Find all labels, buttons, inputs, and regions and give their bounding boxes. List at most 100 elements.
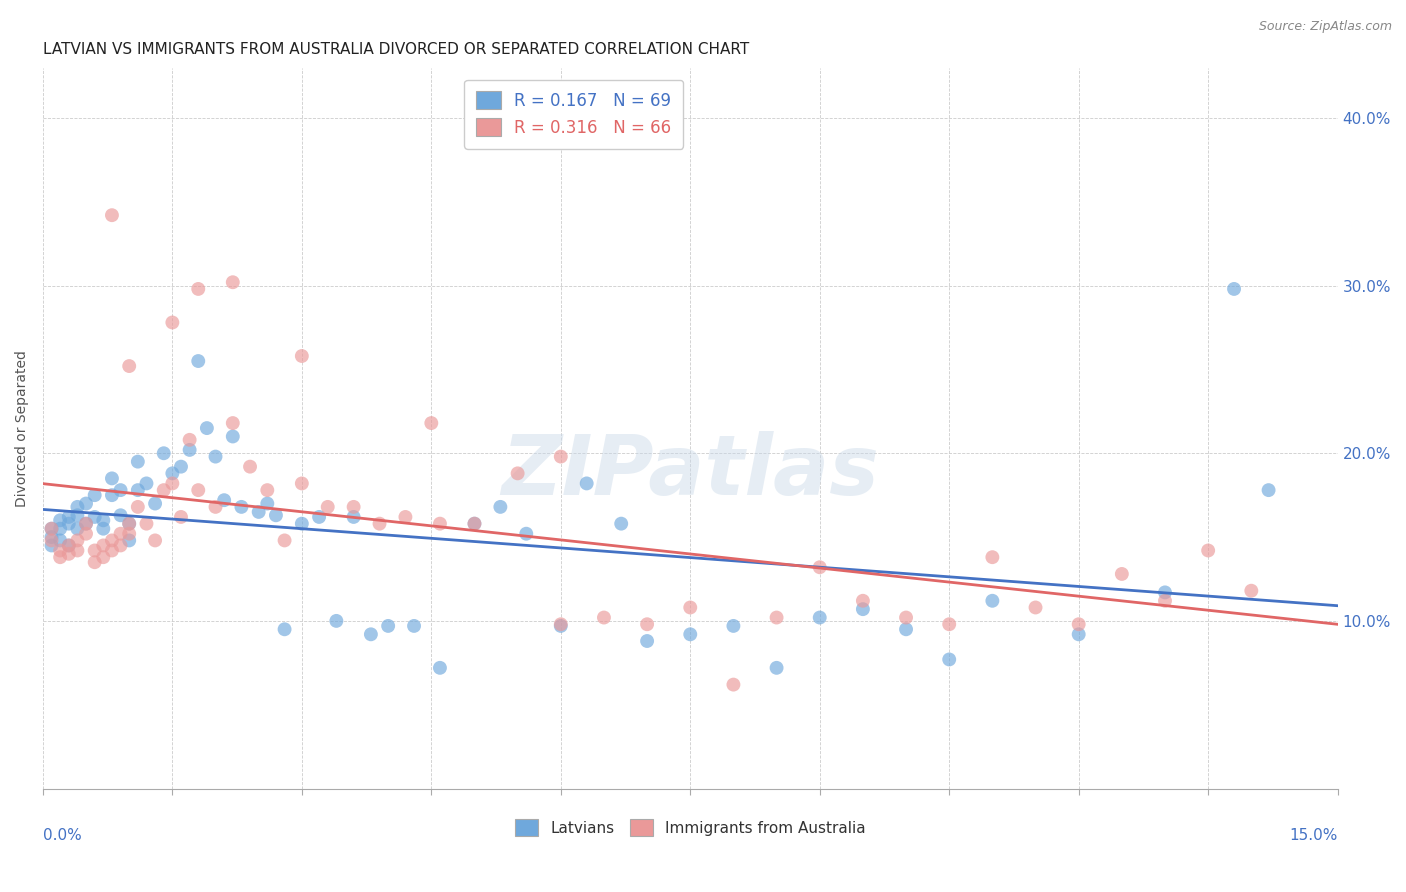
- Point: [273, 622, 295, 636]
- Point: [1154, 594, 1177, 608]
- Point: [101, 488, 124, 502]
- Point: [765, 661, 787, 675]
- Point: [101, 533, 124, 548]
- Point: [808, 610, 831, 624]
- Point: [1154, 585, 1177, 599]
- Point: [636, 617, 658, 632]
- Point: [402, 619, 425, 633]
- Point: [58, 510, 80, 524]
- Point: [489, 500, 512, 514]
- Point: [49, 550, 72, 565]
- Point: [66, 543, 89, 558]
- Point: [49, 543, 72, 558]
- Point: [550, 450, 572, 464]
- Point: [429, 516, 451, 531]
- Point: [83, 510, 105, 524]
- Point: [506, 467, 529, 481]
- Point: [41, 533, 63, 548]
- Point: [679, 627, 702, 641]
- Point: [765, 610, 787, 624]
- Point: [264, 508, 287, 523]
- Point: [291, 476, 314, 491]
- Point: [723, 677, 745, 691]
- Point: [179, 433, 201, 447]
- Point: [343, 500, 366, 514]
- Point: [610, 516, 633, 531]
- Point: [110, 526, 132, 541]
- Point: [808, 560, 831, 574]
- Point: [593, 610, 616, 624]
- Point: [550, 619, 572, 633]
- Point: [66, 533, 89, 548]
- Point: [91, 513, 114, 527]
- Point: [1111, 566, 1133, 581]
- Point: [291, 349, 314, 363]
- Point: [463, 516, 485, 531]
- Point: [75, 516, 97, 531]
- Point: [118, 526, 141, 541]
- Point: [222, 429, 245, 443]
- Point: [170, 510, 193, 524]
- Point: [58, 516, 80, 531]
- Point: [41, 538, 63, 552]
- Point: [894, 610, 917, 624]
- Point: [204, 500, 226, 514]
- Point: [58, 547, 80, 561]
- Text: 0.0%: 0.0%: [44, 828, 82, 843]
- Point: [187, 354, 209, 368]
- Point: [127, 455, 149, 469]
- Point: [429, 661, 451, 675]
- Point: [981, 594, 1004, 608]
- Point: [58, 538, 80, 552]
- Point: [162, 316, 184, 330]
- Point: [187, 483, 209, 497]
- Text: LATVIAN VS IMMIGRANTS FROM AUSTRALIA DIVORCED OR SEPARATED CORRELATION CHART: LATVIAN VS IMMIGRANTS FROM AUSTRALIA DIV…: [44, 42, 749, 57]
- Point: [110, 483, 132, 497]
- Point: [420, 416, 443, 430]
- Point: [66, 508, 89, 523]
- Point: [101, 543, 124, 558]
- Legend: Latvians, Immigrants from Australia: Latvians, Immigrants from Australia: [509, 814, 872, 842]
- Point: [636, 634, 658, 648]
- Point: [1197, 543, 1219, 558]
- Point: [118, 516, 141, 531]
- Text: Source: ZipAtlas.com: Source: ZipAtlas.com: [1258, 20, 1392, 33]
- Point: [41, 522, 63, 536]
- Point: [938, 652, 960, 666]
- Point: [135, 516, 157, 531]
- Point: [101, 208, 124, 222]
- Point: [170, 459, 193, 474]
- Point: [679, 600, 702, 615]
- Point: [127, 483, 149, 497]
- Point: [550, 617, 572, 632]
- Point: [127, 500, 149, 514]
- Point: [152, 446, 174, 460]
- Point: [247, 505, 270, 519]
- Point: [575, 476, 598, 491]
- Point: [91, 550, 114, 565]
- Point: [135, 476, 157, 491]
- Point: [368, 516, 391, 531]
- Point: [852, 594, 875, 608]
- Point: [231, 500, 253, 514]
- Point: [1067, 617, 1090, 632]
- Point: [212, 493, 235, 508]
- Point: [291, 516, 314, 531]
- Point: [325, 614, 347, 628]
- Point: [195, 421, 218, 435]
- Point: [1240, 583, 1263, 598]
- Point: [187, 282, 209, 296]
- Point: [308, 510, 330, 524]
- Point: [41, 522, 63, 536]
- Point: [91, 538, 114, 552]
- Point: [152, 483, 174, 497]
- Y-axis label: Divorced or Separated: Divorced or Separated: [15, 350, 30, 507]
- Point: [143, 533, 166, 548]
- Point: [222, 416, 245, 430]
- Point: [66, 522, 89, 536]
- Point: [75, 526, 97, 541]
- Point: [723, 619, 745, 633]
- Point: [981, 550, 1004, 565]
- Point: [938, 617, 960, 632]
- Point: [143, 497, 166, 511]
